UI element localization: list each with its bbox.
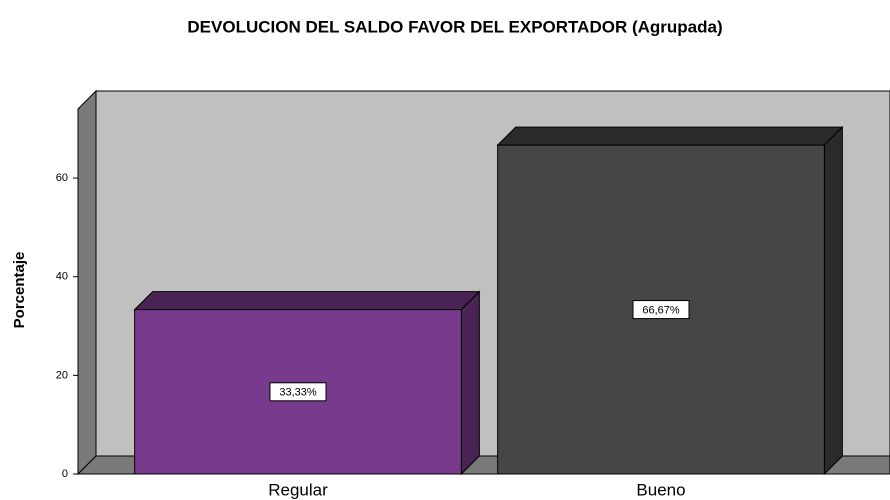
chart-title: DEVOLUCION DEL SALDO FAVOR DEL EXPORTADO…: [187, 17, 722, 36]
y-tick-label: 60: [56, 172, 68, 184]
bar-top: [496, 126, 844, 146]
side-wall: [77, 89, 97, 476]
value-label-box: [632, 300, 690, 320]
y-tick-label: 0: [62, 468, 68, 480]
value-label: 66,67%: [642, 304, 680, 316]
value-label: 33,33%: [279, 387, 317, 399]
x-tick-label: Bueno: [636, 480, 685, 499]
y-tick-label: 20: [56, 369, 68, 381]
x-tick-label: Regular: [268, 480, 328, 499]
value-label-box: [269, 382, 327, 402]
bar-side: [823, 125, 843, 476]
bar-side: [460, 290, 480, 476]
y-axis-title: Porcentaje: [11, 252, 28, 329]
y-tick-label: 40: [56, 271, 68, 283]
bar-top: [133, 291, 481, 311]
